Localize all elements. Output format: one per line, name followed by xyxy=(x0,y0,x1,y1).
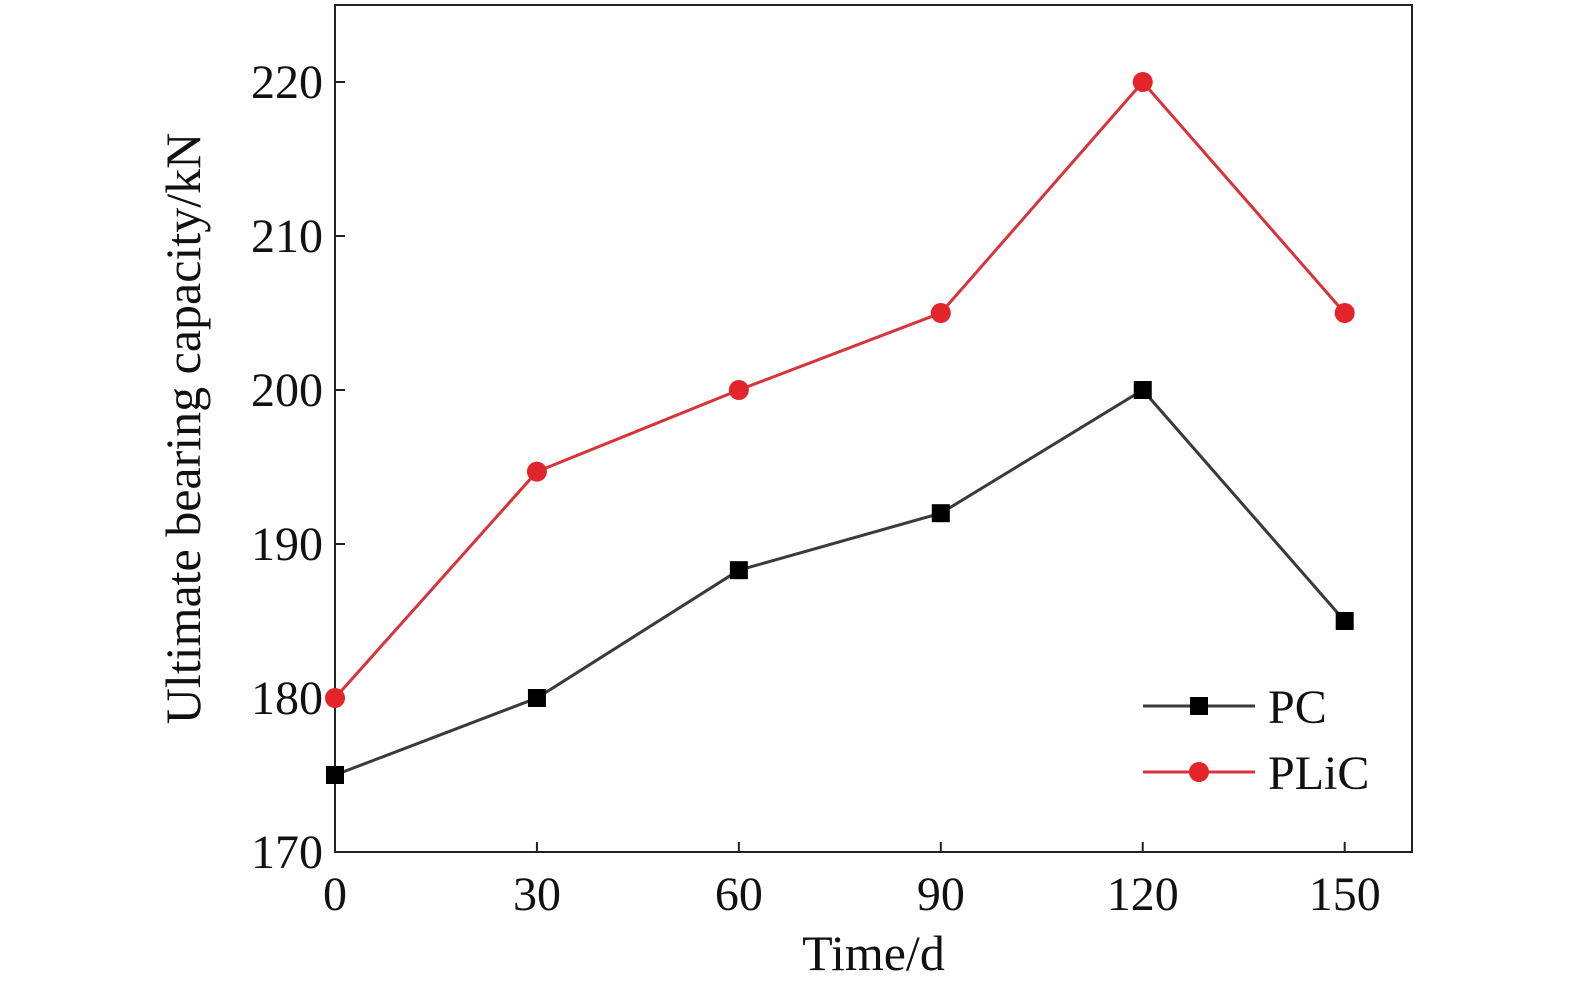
legend-marker-swatch xyxy=(1189,762,1209,782)
y-tick-label: 200 xyxy=(251,364,323,417)
data-point-plic xyxy=(325,688,345,708)
data-point-plic xyxy=(728,380,749,400)
data-point-plic xyxy=(526,461,547,482)
series-plic xyxy=(325,72,1355,708)
x-axis-ticks: 0 30 60 90 120 150 xyxy=(323,842,1381,921)
data-point-pc xyxy=(527,689,546,707)
data-point-pc xyxy=(1335,612,1354,630)
x-tick-label: 150 xyxy=(1309,868,1381,921)
legend-marker-swatch xyxy=(1190,697,1208,715)
y-axis-ticks: 170 180 190 200 210 220 xyxy=(251,56,345,879)
data-point-pc xyxy=(931,504,950,523)
series-line-pc xyxy=(334,388,1346,777)
x-tick-label: 120 xyxy=(1107,868,1179,921)
data-point-plic xyxy=(930,303,951,323)
y-tick-label: 170 xyxy=(251,826,323,879)
y-axis-title: Ultimate bearing capacity/kN xyxy=(155,133,211,724)
series-pc xyxy=(326,381,1354,784)
series-line-plic xyxy=(333,79,1346,699)
legend-label: PC xyxy=(1268,681,1327,734)
axes xyxy=(334,4,1413,853)
data-point-pc xyxy=(1133,381,1152,399)
legend-label: PLiC xyxy=(1268,747,1369,800)
data-point-pc xyxy=(326,766,344,784)
x-tick-label: 30 xyxy=(513,868,561,921)
x-tick-label: 60 xyxy=(715,868,763,921)
legend-item-plic: PLiC xyxy=(1143,747,1369,800)
y-tick-label: 210 xyxy=(251,210,323,263)
series-layer xyxy=(325,72,1355,784)
x-tick-label: 90 xyxy=(917,868,965,921)
plot-area-frame xyxy=(334,4,1413,853)
y-tick-label: 220 xyxy=(251,56,323,109)
legend: PC PLiC xyxy=(1143,681,1369,800)
y-tick-label: 180 xyxy=(251,672,323,725)
y-tick-label: 190 xyxy=(251,518,323,571)
data-point-pc xyxy=(729,561,748,580)
data-point-plic xyxy=(1132,72,1153,92)
data-point-plic xyxy=(1334,303,1355,323)
legend-item-pc: PC xyxy=(1143,681,1327,734)
x-axis-title: Time/d xyxy=(802,925,945,981)
x-tick-label: 0 xyxy=(323,868,347,921)
